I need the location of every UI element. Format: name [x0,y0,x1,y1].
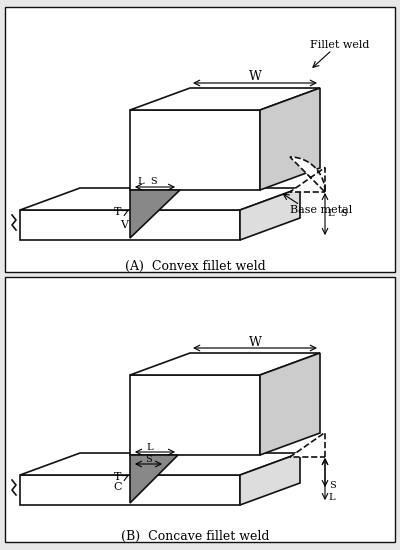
Text: C: C [114,482,122,492]
Text: (B)  Concave fillet weld: (B) Concave fillet weld [121,530,269,542]
Polygon shape [130,190,180,238]
Polygon shape [130,88,320,110]
Text: S: S [329,481,335,490]
Polygon shape [20,188,300,210]
Polygon shape [130,110,260,190]
Polygon shape [20,453,300,475]
Polygon shape [260,88,320,190]
Polygon shape [290,432,325,457]
Polygon shape [130,353,320,375]
Text: T: T [114,207,122,217]
Text: T: T [114,472,122,482]
Text: Fillet weld: Fillet weld [310,40,369,50]
Text: (A)  Convex fillet weld: (A) Convex fillet weld [125,260,265,272]
Polygon shape [290,157,325,192]
Polygon shape [20,475,240,505]
Text: V: V [120,220,128,230]
Text: L  S: L S [138,178,158,186]
Text: L: L [147,443,153,452]
Polygon shape [20,210,240,240]
Text: W: W [248,70,262,84]
Text: L: L [329,493,335,503]
Text: Base metal: Base metal [290,205,352,215]
Text: S: S [145,454,151,464]
Polygon shape [240,188,300,240]
FancyBboxPatch shape [5,277,395,542]
Polygon shape [240,453,300,505]
Polygon shape [260,353,320,455]
FancyBboxPatch shape [5,7,395,272]
Polygon shape [130,455,178,503]
Text: L  S: L S [328,210,348,218]
Text: W: W [248,336,262,349]
Polygon shape [130,375,260,455]
